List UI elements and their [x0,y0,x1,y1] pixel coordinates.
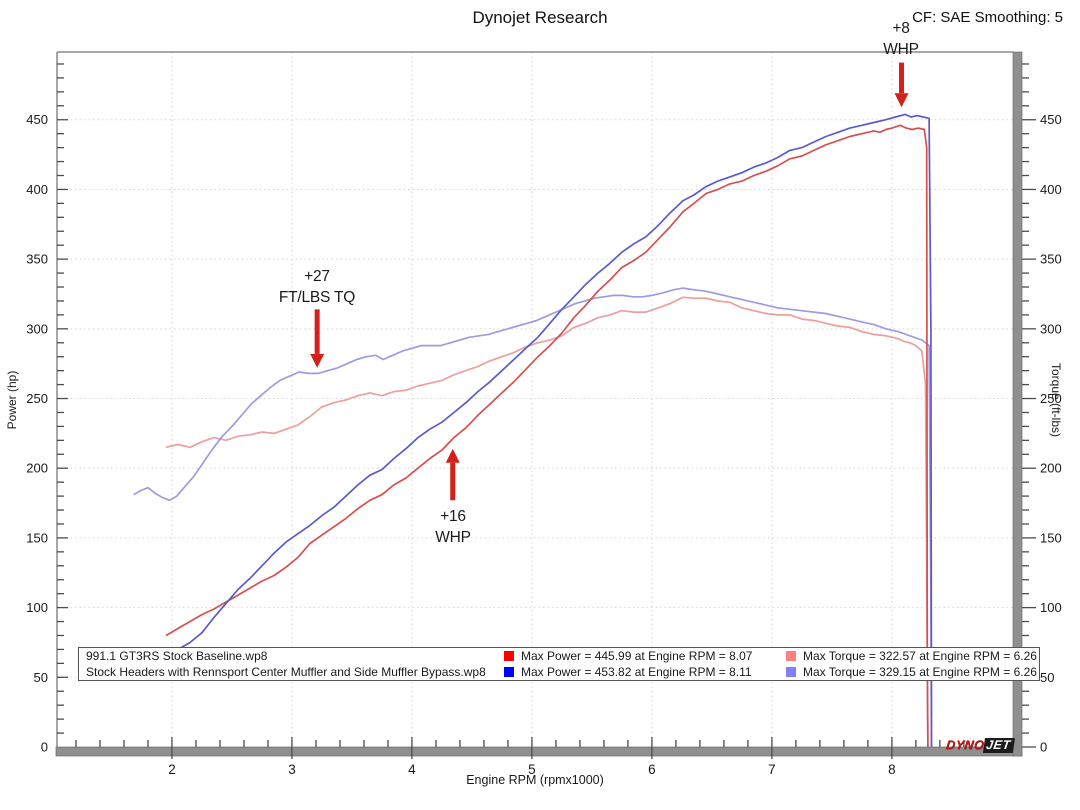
legend-max-power: Max Power = 445.99 at Engine RPM = 8.07 [521,649,753,663]
legend-row-modified: Stock Headers with Rennsport Center Muff… [79,664,1039,680]
annotation-arrow-head [894,93,909,108]
annotation-peak-whp: +8 WHP [831,18,971,60]
annotation-line: +16 [440,508,466,525]
y-tick-label-left: 450 [26,112,48,127]
curve-stock-baseline-torque-ft-lbs- [165,296,929,748]
torque-swatch-stock [786,651,796,661]
x-tick-label: 6 [648,762,656,777]
y-axis-right-title: Torque (ft-lbs) [1049,362,1063,438]
annotation-line: +27 [304,268,330,285]
x-tick-label: 3 [288,762,296,777]
y-tick-label-right: 100 [1040,600,1062,615]
y-tick-label-right: 250 [1040,391,1062,406]
legend-max-power: Max Power = 453.82 at Engine RPM = 8.11 [521,665,752,679]
legend-max-torque: Max Torque = 329.15 at Engine RPM = 6.26 [803,665,1037,679]
x-tick-label: 8 [888,762,896,777]
page-title: Dynojet Research [472,8,608,27]
y-tick-label-left: 400 [26,182,48,197]
curve-modified-torque-ft-lbs- [133,287,933,748]
x-tick-label: 7 [768,762,776,777]
annotation-arrow-head [445,448,460,463]
x-axis-title: Engine RPM (rpmx1000) [466,773,604,787]
y-tick-label-left: 50 [34,670,48,685]
y-tick-label-right: 150 [1040,530,1062,545]
annotation-arrow-head [310,353,325,368]
correction-smoothing-label: CF: SAE Smoothing: 5 [912,9,1063,26]
y-tick-label-left: 0 [41,740,48,755]
y-tick-label-right: 0 [1040,740,1047,755]
y-tick-label-left: 250 [26,391,48,406]
power-swatch-modified [504,667,514,677]
y-tick-label-right: 50 [1040,670,1054,685]
y-axis-left-title: Power (hp) [5,370,19,430]
y-tick-label-right: 200 [1040,461,1062,476]
annotation-line: +8 [892,20,910,37]
annotation-line: FT/LBS TQ [278,289,356,306]
y-tick-label-right: 350 [1040,252,1062,267]
x-tick-label: 4 [408,762,416,777]
dynojet-logo-jet: JET [983,738,1015,753]
y-axis-right-bar [1012,51,1023,757]
y-tick-label-left: 150 [26,530,48,545]
annotation-midrange-whp: +16 WHP [383,506,523,548]
legend: 991.1 GT3RS Stock Baseline.wp8 Max Power… [78,647,1040,681]
x-tick-label: 2 [168,762,176,777]
annotation-line: WHP [883,41,919,58]
dynojet-logo: DYNOJET [945,738,1015,753]
annotation-line: WHP [435,529,471,546]
dynojet-logo-dyno: DYNO [945,738,986,752]
legend-row-stock: 991.1 GT3RS Stock Baseline.wp8 Max Power… [79,648,1039,664]
power-swatch-stock [504,651,514,661]
y-tick-label-right: 400 [1040,182,1062,197]
x-tick-label: 5 [528,762,536,777]
legend-file-name: 991.1 GT3RS Stock Baseline.wp8 [86,649,268,663]
y-tick-label-left: 100 [26,600,48,615]
y-tick-label-left: 200 [26,461,48,476]
x-axis-bar [55,746,1023,757]
y-tick-label-left: 300 [26,321,48,336]
curve-stock-baseline-power-hp- [165,124,929,748]
torque-swatch-modified [786,667,796,677]
curve-modified-power-hp- [169,113,933,748]
legend-max-torque: Max Torque = 322.57 at Engine RPM = 6.26 [803,649,1037,663]
y-tick-label-right: 450 [1040,112,1062,127]
y-tick-label-right: 300 [1040,321,1062,336]
y-tick-label-left: 350 [26,252,48,267]
legend-file-name: Stock Headers with Rennsport Center Muff… [86,665,486,679]
annotation-torque-gain: +27 FT/LBS TQ [247,266,387,308]
